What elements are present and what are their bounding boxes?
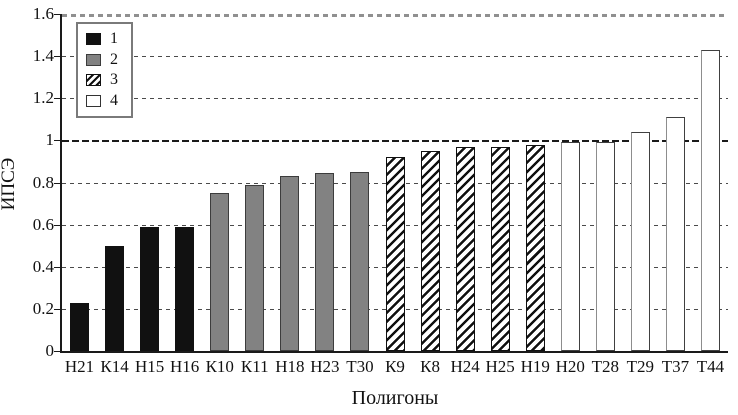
x-tick-label: Н19 xyxy=(520,357,550,376)
white-swatch-icon xyxy=(86,94,101,107)
y-tick-label: 0.4 xyxy=(32,256,54,276)
x-tick-label: Т28 xyxy=(591,357,619,376)
bar-Т30 xyxy=(350,171,370,351)
y-axis-tick xyxy=(54,14,62,15)
y-axis-tick xyxy=(54,351,62,352)
x-tick-label: Н25 xyxy=(485,357,515,376)
y-tick-label: 1.6 xyxy=(32,4,54,23)
bar-Н25 xyxy=(490,146,510,351)
bar-К10 xyxy=(210,193,230,351)
gridline xyxy=(62,140,728,143)
x-tick-label: К11 xyxy=(240,357,269,376)
y-axis-tick xyxy=(54,266,62,268)
y-axis-tick xyxy=(54,56,62,58)
bar-К11 xyxy=(245,184,265,351)
y-axis-tick xyxy=(54,224,62,226)
legend-item: 4 xyxy=(86,91,131,109)
x-tick-label: К10 xyxy=(205,357,234,376)
bar-Н21 xyxy=(70,302,90,351)
bar-Н18 xyxy=(280,176,300,351)
x-tick-label: Т29 xyxy=(626,357,655,376)
x-tick-label: Т30 xyxy=(346,357,374,376)
bar-К9 xyxy=(385,157,405,351)
y-axis-tick xyxy=(54,308,62,310)
plot-area: 1 2 3 4 xyxy=(54,14,728,353)
bar-К8 xyxy=(420,150,440,351)
y-tick-label: 1 xyxy=(45,130,55,150)
x-tick-label: Т37 xyxy=(661,357,690,376)
y-tick-label: 1.4 xyxy=(32,46,54,66)
legend-item-label: 1 xyxy=(110,30,118,47)
x-tick-label: Н15 xyxy=(134,357,165,376)
y-axis-line xyxy=(60,14,62,353)
x-tick-label: Н24 xyxy=(450,357,480,376)
bar-Н19 xyxy=(525,144,545,351)
bar-К14 xyxy=(105,245,125,351)
x-axis-title: Полигоны xyxy=(351,387,439,409)
legend-item-label: 3 xyxy=(110,71,118,89)
bar-Т29 xyxy=(630,131,650,351)
bar-Т44 xyxy=(700,49,720,351)
x-tick-label: Т44 xyxy=(696,357,725,376)
y-axis-tick xyxy=(54,98,62,100)
y-tick-label: 1.2 xyxy=(32,88,54,108)
x-tick-label: К14 xyxy=(100,357,129,376)
x-axis-tick-labels: Н21 К14 Н15 Н16 К10 К11 Н18 Н23 Т30 К9 К8 Н24 Н25 Н19… xyxy=(62,357,728,379)
legend-item-label: 2 xyxy=(110,50,118,68)
x-tick-label: Н23 xyxy=(310,357,340,376)
solid-black-swatch-icon xyxy=(86,33,101,45)
solid-gray-swatch-icon xyxy=(86,53,101,66)
bar-Т28 xyxy=(595,142,615,351)
y-tick-label: 0.2 xyxy=(32,298,54,318)
diagonal-hatch-swatch-icon xyxy=(86,74,101,87)
legend: 1 2 3 4 xyxy=(76,22,133,118)
y-tick-label: 0.6 xyxy=(32,214,54,234)
y-axis-tick xyxy=(54,182,62,184)
legend-item: 2 xyxy=(86,50,131,68)
x-tick-label: К8 xyxy=(420,357,440,376)
bar-Н24 xyxy=(455,146,475,351)
gridline xyxy=(62,14,728,17)
gridline xyxy=(62,56,728,58)
bar-Т37 xyxy=(665,117,685,351)
gridline xyxy=(62,98,728,100)
legend-item-label: 4 xyxy=(110,91,118,109)
x-tick-label: К9 xyxy=(385,357,405,376)
x-tick-label: Н21 xyxy=(64,357,95,376)
x-tick-label: Н16 xyxy=(170,357,200,376)
y-axis-tick-labels: 0 0.2 0.4 0.6 0.8 1 1.2 1.4 1.6 xyxy=(0,0,54,415)
bar-Н23 xyxy=(315,173,335,351)
y-tick-label: 0.8 xyxy=(32,172,54,192)
x-tick-label: Н18 xyxy=(275,357,305,376)
bar-Н20 xyxy=(560,142,580,351)
x-axis-line xyxy=(60,351,728,353)
legend-item: 1 xyxy=(86,31,131,47)
y-axis-tick xyxy=(54,140,62,142)
y-tick-label: 0 xyxy=(45,341,55,360)
x-tick-label: Н20 xyxy=(555,357,585,376)
bar-Н15 xyxy=(140,226,160,351)
bar-Н16 xyxy=(175,226,195,351)
legend-item: 3 xyxy=(86,72,131,88)
